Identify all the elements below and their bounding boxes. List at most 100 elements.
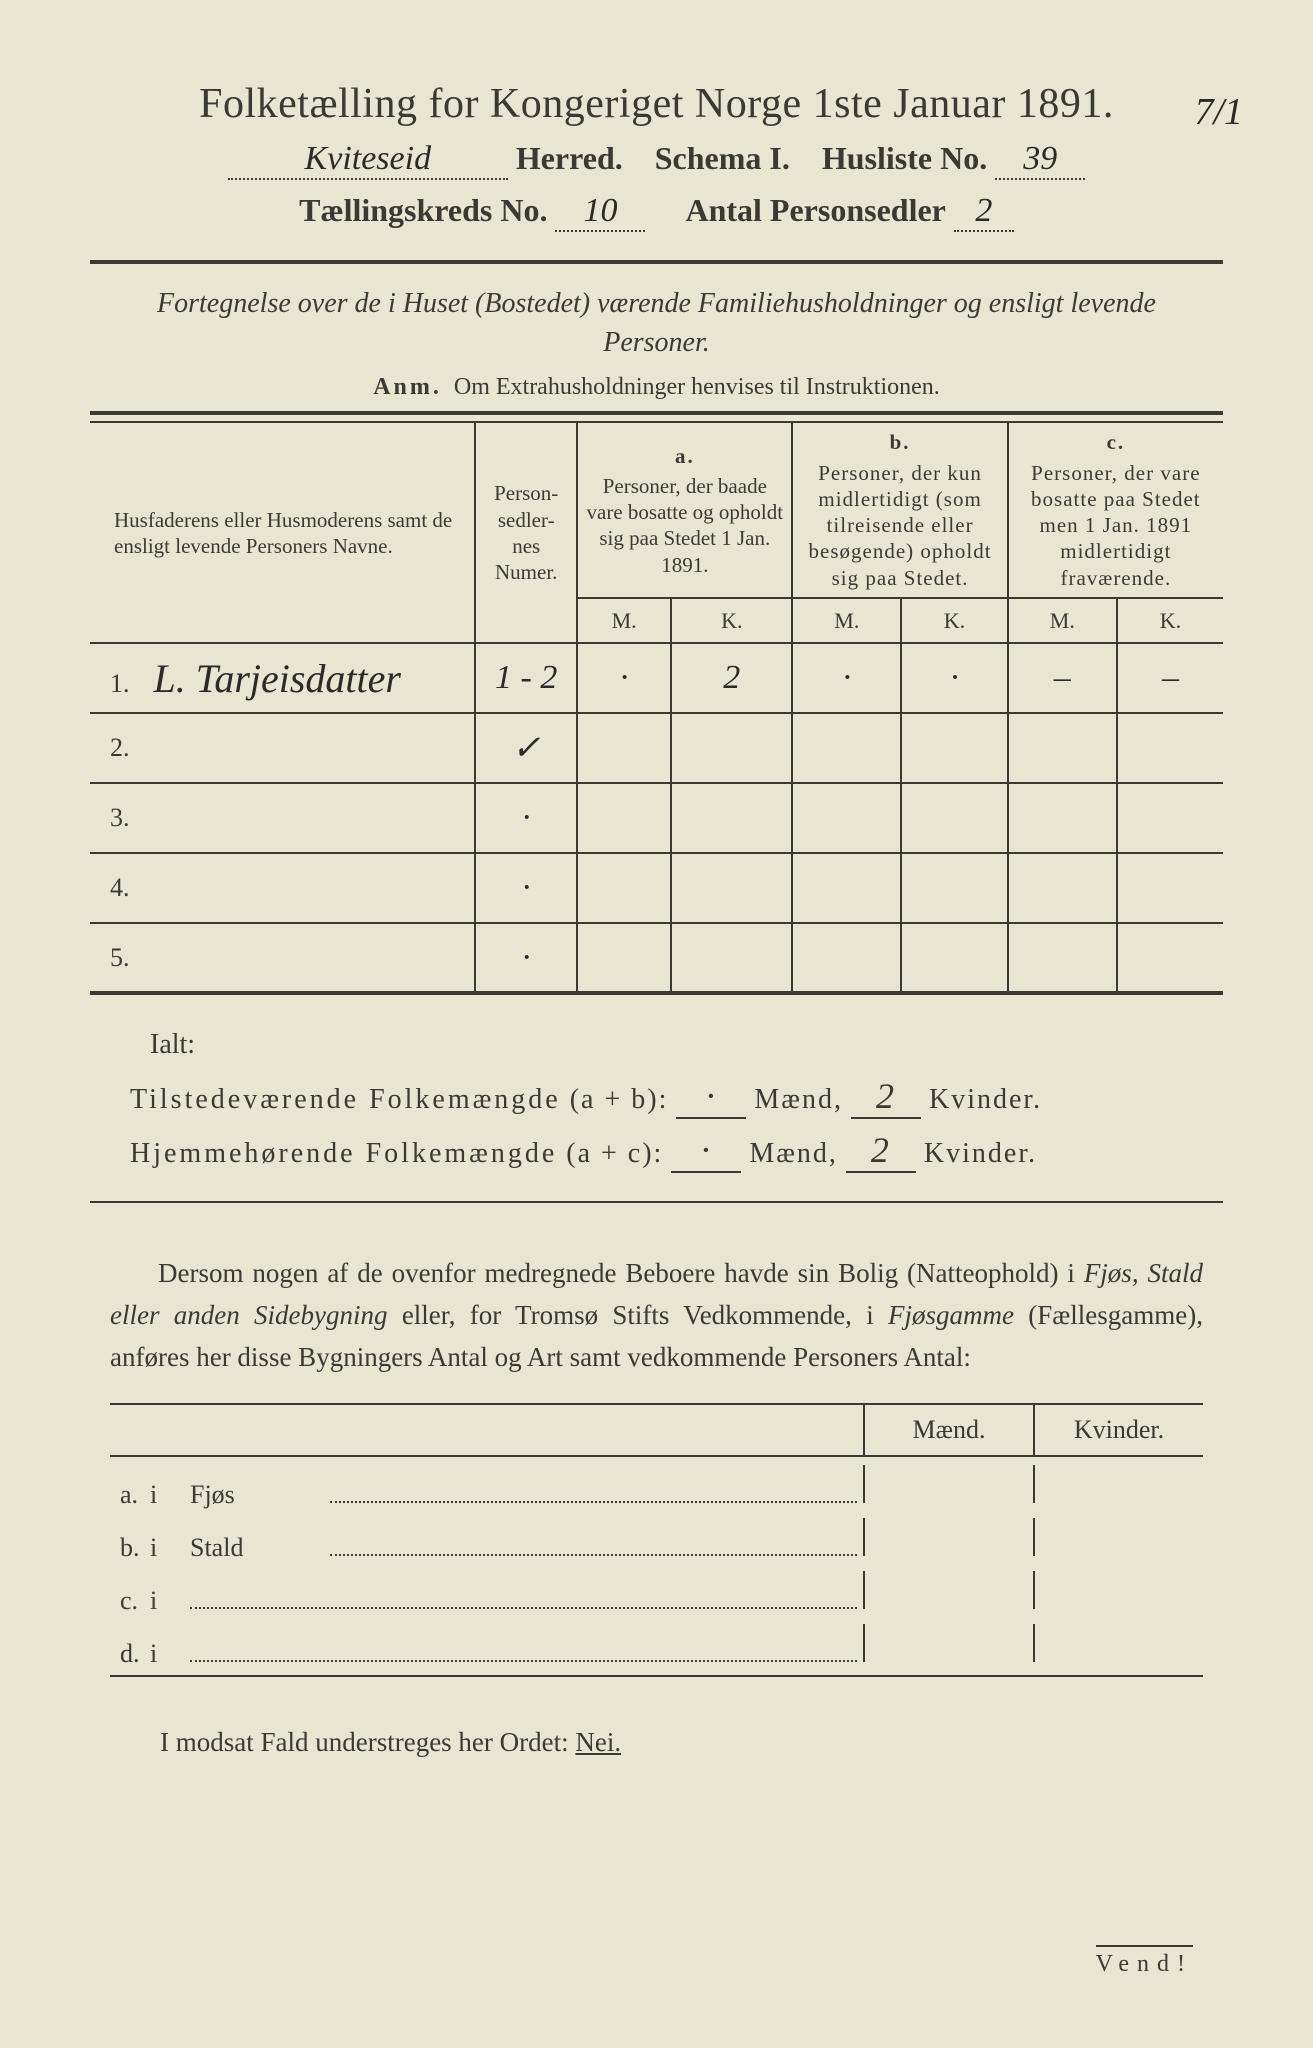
bygn-kvinder-header: Kvinder. (1033, 1405, 1203, 1455)
dotted-line (190, 1636, 857, 1662)
cell (577, 853, 671, 923)
bygn-cell (863, 1624, 1033, 1662)
nei-word: Nei. (575, 1727, 621, 1757)
row-letter: c. (110, 1586, 150, 1616)
bygn-cell (863, 1465, 1033, 1503)
anm-text: Om Extrahusholdninger henvises til Instr… (454, 374, 940, 400)
person-name: L. Tarjeisdatter (154, 656, 401, 701)
cell (901, 783, 1008, 853)
cell (1117, 783, 1223, 853)
cell (1008, 923, 1117, 993)
row-number: 4. (110, 873, 130, 902)
th-group-b: b. Personer, der kun midlertidigt (som t… (792, 422, 1007, 598)
cell (901, 923, 1008, 993)
row-letter: d. (110, 1639, 150, 1669)
total-k-value: 2 (846, 1129, 916, 1173)
th-c-text: Personer, der vare bosatte paa Stedet me… (1031, 461, 1201, 590)
th-b-m: M. (792, 598, 901, 644)
th-c-k: K. (1117, 598, 1223, 644)
nei-line: I modsat Fald understreges her Ordet: Ne… (160, 1727, 1203, 1758)
row-i: i (150, 1533, 190, 1563)
cell-name: 4. (90, 853, 475, 923)
cell-num: · (475, 783, 577, 853)
schema-label: Schema I. (655, 140, 790, 177)
th-name: Husfaderens eller Husmoderens samt de en… (90, 422, 475, 643)
total-present: Tilstedeværende Folkemængde (a + b): · M… (130, 1075, 1183, 1119)
row-number: 2. (110, 733, 130, 762)
husliste-label: Husliste No. (822, 140, 987, 177)
th-name-text: Husfaderens eller Husmoderens samt de en… (114, 508, 452, 558)
row-letter: a. (110, 1480, 150, 1510)
cell-c-m: – (1008, 643, 1117, 713)
bygn-cell (1033, 1465, 1203, 1503)
dotted-line (330, 1477, 857, 1503)
divider (90, 1201, 1223, 1203)
cell-num: · (475, 853, 577, 923)
cell (671, 783, 792, 853)
cell (901, 853, 1008, 923)
bygn-cell (1033, 1571, 1203, 1609)
herred-field: Kviteseid (228, 140, 508, 180)
th-b-k: K. (901, 598, 1008, 644)
cell (1117, 853, 1223, 923)
bygn-cell (863, 1571, 1033, 1609)
ialt-label: Ialt: (150, 1029, 1223, 1061)
th-group-a: a. Personer, der baade vare bosatte og o… (577, 422, 792, 598)
row-number: 3. (110, 803, 130, 832)
total-label: Tilstedeværende Folkemængde (130, 1084, 561, 1116)
cell (792, 713, 901, 783)
row-i: i (150, 1480, 190, 1510)
th-num: Person-sedler-nes Numer. (475, 422, 577, 643)
cell-name: 3. (90, 783, 475, 853)
cell-b-m: · (792, 643, 901, 713)
kvinder-label: Kvinder. (929, 1084, 1042, 1116)
total-m-value: · (671, 1129, 741, 1173)
cell (671, 713, 792, 783)
cell-b-k: · (901, 643, 1008, 713)
table-row: 1. L. Tarjeisdatter 1 - 2 · 2 · · – – (90, 643, 1223, 713)
row-i: i (150, 1639, 190, 1669)
cell-name: 1. L. Tarjeisdatter (90, 643, 475, 713)
cell (577, 713, 671, 783)
th-a-k: K. (671, 598, 792, 644)
antal-field: 2 (954, 192, 1014, 232)
husliste-field: 39 (995, 140, 1085, 180)
total-label: Hjemmehørende Folkemængde (130, 1138, 557, 1170)
kreds-field: 10 (555, 192, 645, 232)
th-b-text: Personer, der kun midlertidigt (som tilr… (809, 461, 992, 590)
cell (792, 853, 901, 923)
vend-label: Vend! (1096, 1945, 1193, 1978)
cell (792, 783, 901, 853)
cell-a-m: · (577, 643, 671, 713)
header-line-2: Tællingskreds No. 10 Antal Personsedler … (90, 192, 1223, 232)
th-c-m: M. (1008, 598, 1117, 644)
cell (1008, 853, 1117, 923)
cell-name: 2. (90, 713, 475, 783)
census-form-page: 7/1 Folketælling for Kongeriget Norge 1s… (0, 0, 1313, 2048)
cell (671, 923, 792, 993)
th-c-letter: c. (1017, 429, 1215, 455)
total-resident: Hjemmehørende Folkemængde (a + c): · Mæn… (130, 1129, 1183, 1173)
table-row: 4. · (90, 853, 1223, 923)
cell-a-k: 2 (671, 643, 792, 713)
building-table: Mænd. Kvinder. a. i Fjøs b. i Stald c. i (110, 1403, 1203, 1677)
anm-note: Anm. Om Extrahusholdninger henvises til … (90, 374, 1223, 401)
header-line-1: Kviteseid Herred. Schema I. Husliste No.… (90, 140, 1223, 180)
building-row: d. i (110, 1624, 1203, 1677)
building-row: b. i Stald (110, 1518, 1203, 1563)
dotted-line (190, 1583, 857, 1609)
th-a-letter: a. (586, 443, 783, 469)
building-header: Mænd. Kvinder. (110, 1403, 1203, 1457)
cell (1008, 783, 1117, 853)
maend-label: Mænd, (754, 1084, 843, 1116)
row-i: i (150, 1586, 190, 1616)
divider (90, 411, 1223, 415)
kvinder-label: Kvinder. (924, 1138, 1037, 1170)
total-formula: (a + c): (566, 1138, 663, 1170)
total-formula: (a + b): (570, 1084, 669, 1116)
form-title: Folketælling for Kongeriget Norge 1ste J… (90, 80, 1223, 128)
cell (577, 783, 671, 853)
census-table: Husfaderens eller Husmoderens samt de en… (90, 421, 1223, 995)
row-label: Fjøs (190, 1480, 330, 1510)
table-row: 2. ✓ (90, 713, 1223, 783)
